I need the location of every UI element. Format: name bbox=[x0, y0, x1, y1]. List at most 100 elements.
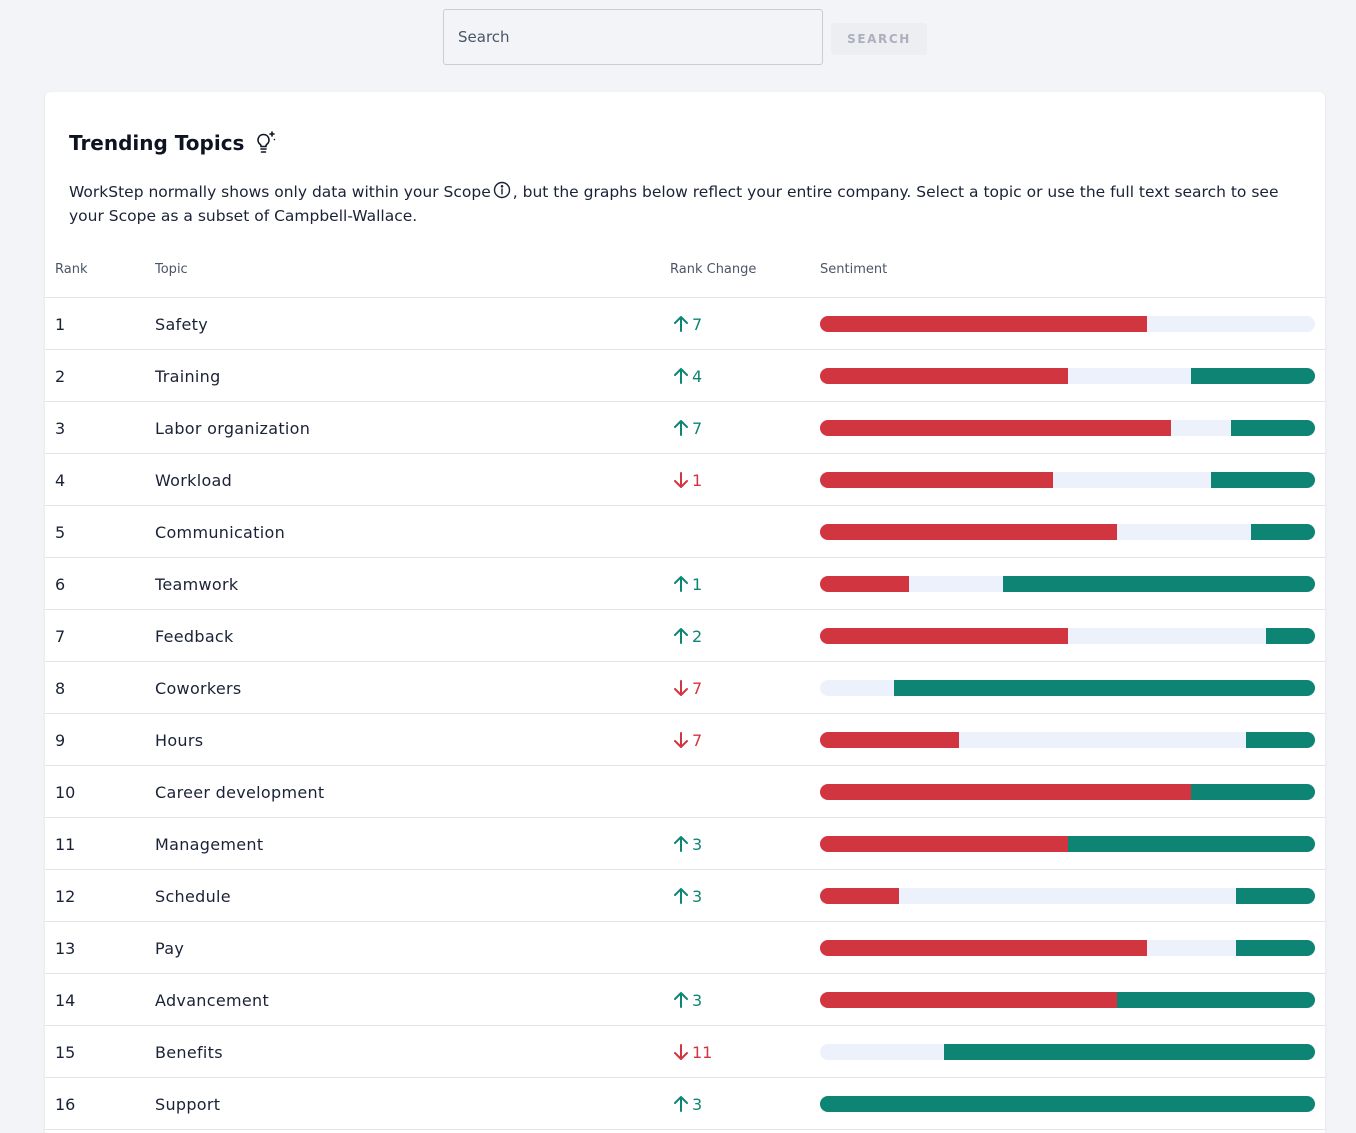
table-row[interactable]: 16 Support 3 bbox=[45, 1078, 1325, 1130]
rank-change-value: 2 bbox=[692, 626, 703, 646]
sentiment-positive-segment bbox=[1191, 784, 1315, 800]
arrow-up-icon bbox=[674, 316, 688, 332]
sentiment-positive-segment bbox=[1250, 524, 1315, 540]
sentiment-bar bbox=[820, 836, 1315, 852]
rank-change: 1 bbox=[671, 468, 702, 492]
rank-change-value: 3 bbox=[692, 886, 703, 906]
sentiment-positive-segment bbox=[1245, 732, 1315, 748]
topic-cell[interactable]: Labor organization bbox=[155, 419, 311, 438]
topic-cell[interactable]: Hours bbox=[155, 731, 204, 750]
search-input[interactable] bbox=[458, 28, 822, 46]
arrow-up-icon bbox=[674, 888, 688, 904]
card-title: Trending Topics bbox=[69, 131, 245, 155]
sentiment-bar bbox=[820, 940, 1315, 956]
rank-cell: 5 bbox=[55, 523, 66, 542]
sentiment-bar bbox=[820, 888, 1315, 904]
search-button[interactable]: SEARCH bbox=[831, 23, 927, 55]
sentiment-bar bbox=[820, 992, 1315, 1008]
rank-change-value: 1 bbox=[692, 470, 703, 490]
arrow-down-icon bbox=[674, 472, 688, 488]
topic-cell[interactable]: Communication bbox=[155, 523, 286, 542]
sentiment-negative-segment bbox=[820, 836, 1068, 852]
header-sentiment: Sentiment bbox=[820, 262, 888, 277]
rank-cell: 10 bbox=[55, 783, 76, 802]
topics-table-body: 1 Safety 7 2 Training 4 3 Labor organization 7 4 W… bbox=[45, 298, 1325, 1130]
rank-change: 11 bbox=[671, 1040, 712, 1064]
table-row[interactable]: 10 Career development bbox=[45, 766, 1325, 818]
card-header: Trending Topics bbox=[69, 130, 278, 156]
rank-cell: 4 bbox=[55, 471, 66, 490]
table-row[interactable]: 15 Benefits 11 bbox=[45, 1026, 1325, 1078]
sentiment-negative-segment bbox=[820, 628, 1068, 644]
sentiment-positive-segment bbox=[894, 680, 1315, 696]
sentiment-positive-segment bbox=[1235, 888, 1315, 904]
arrow-up-icon bbox=[674, 420, 688, 436]
sentiment-negative-segment bbox=[820, 420, 1172, 436]
sentiment-negative-segment bbox=[820, 368, 1068, 384]
table-row[interactable]: 1 Safety 7 bbox=[45, 298, 1325, 350]
table-row[interactable]: 7 Feedback 2 bbox=[45, 610, 1325, 662]
sentiment-positive-segment bbox=[1003, 576, 1315, 592]
topic-cell[interactable]: Advancement bbox=[155, 991, 270, 1010]
topic-cell[interactable]: Coworkers bbox=[155, 679, 242, 698]
rank-cell: 12 bbox=[55, 887, 76, 906]
sentiment-positive-segment bbox=[1191, 368, 1315, 384]
table-row[interactable]: 5 Communication bbox=[45, 506, 1325, 558]
table-row[interactable]: 8 Coworkers 7 bbox=[45, 662, 1325, 714]
topic-cell[interactable]: Career development bbox=[155, 783, 325, 802]
topic-cell[interactable]: Schedule bbox=[155, 887, 231, 906]
rank-change-value: 4 bbox=[692, 366, 703, 386]
arrow-up-icon bbox=[674, 1096, 688, 1112]
table-row[interactable]: 4 Workload 1 bbox=[45, 454, 1325, 506]
table-row[interactable]: 2 Training 4 bbox=[45, 350, 1325, 402]
table-row[interactable]: 11 Management 3 bbox=[45, 818, 1325, 870]
rank-cell: 7 bbox=[55, 627, 66, 646]
rank-cell: 3 bbox=[55, 419, 66, 438]
rank-change: 7 bbox=[671, 312, 702, 336]
topic-cell[interactable]: Benefits bbox=[155, 1043, 223, 1062]
arrow-up-icon bbox=[674, 368, 688, 384]
sentiment-negative-segment bbox=[820, 732, 959, 748]
topic-cell[interactable]: Support bbox=[155, 1095, 221, 1114]
rank-change: 7 bbox=[671, 728, 702, 752]
sentiment-negative-segment bbox=[820, 472, 1053, 488]
header-topic: Topic bbox=[155, 262, 188, 277]
table-row[interactable]: 9 Hours 7 bbox=[45, 714, 1325, 766]
topic-cell[interactable]: Feedback bbox=[155, 627, 234, 646]
sentiment-bar bbox=[820, 680, 1315, 696]
table-row[interactable]: 14 Advancement 3 bbox=[45, 974, 1325, 1026]
sentiment-negative-segment bbox=[820, 316, 1147, 332]
rank-change-value: 3 bbox=[692, 1094, 703, 1114]
lightbulb-sparkle-icon bbox=[257, 131, 276, 153]
topic-cell[interactable]: Management bbox=[155, 835, 264, 854]
sentiment-negative-segment bbox=[820, 784, 1192, 800]
table-row[interactable]: 13 Pay bbox=[45, 922, 1325, 974]
sentiment-positive-segment bbox=[1211, 472, 1315, 488]
topic-cell[interactable]: Training bbox=[155, 367, 221, 386]
topic-cell[interactable]: Safety bbox=[155, 315, 208, 334]
topic-cell[interactable]: Pay bbox=[155, 939, 185, 958]
topic-cell[interactable]: Workload bbox=[155, 471, 233, 490]
sentiment-negative-segment bbox=[820, 524, 1117, 540]
rank-cell: 16 bbox=[55, 1095, 76, 1114]
sentiment-negative-segment bbox=[820, 992, 1117, 1008]
search-field[interactable] bbox=[443, 9, 823, 65]
sentiment-bar bbox=[820, 420, 1315, 436]
info-circle-icon[interactable] bbox=[493, 181, 511, 199]
card-description: WorkStep normally shows only data within… bbox=[69, 180, 1289, 228]
sentiment-positive-segment bbox=[943, 1044, 1315, 1060]
trending-topics-card: Trending Topics WorkStep normally shows … bbox=[45, 92, 1325, 1133]
rank-change: 3 bbox=[671, 1092, 702, 1116]
sentiment-positive-segment bbox=[1235, 940, 1315, 956]
rank-change-value: 7 bbox=[692, 730, 703, 750]
topic-cell[interactable]: Teamwork bbox=[155, 575, 239, 594]
table-row[interactable]: 12 Schedule 3 bbox=[45, 870, 1325, 922]
sentiment-bar bbox=[820, 524, 1315, 540]
sentiment-positive-segment bbox=[820, 1096, 1315, 1112]
header-divider bbox=[45, 297, 1325, 298]
sentiment-bar bbox=[820, 1096, 1315, 1112]
rank-change-value: 11 bbox=[692, 1042, 713, 1062]
table-row[interactable]: 6 Teamwork 1 bbox=[45, 558, 1325, 610]
rank-change: 7 bbox=[671, 416, 702, 440]
table-row[interactable]: 3 Labor organization 7 bbox=[45, 402, 1325, 454]
